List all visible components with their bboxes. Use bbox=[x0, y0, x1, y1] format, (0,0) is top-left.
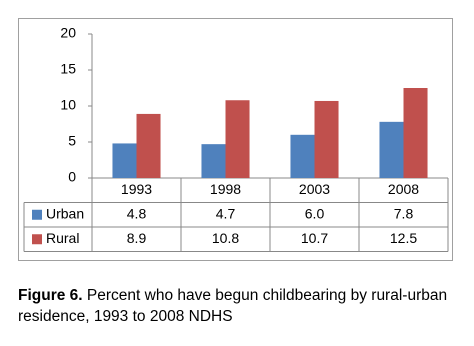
table-value: 6.0 bbox=[305, 205, 325, 221]
y-tick-label: 0 bbox=[68, 169, 76, 185]
legend-swatch bbox=[32, 234, 42, 245]
y-tick-label: 20 bbox=[60, 25, 76, 41]
x-tick-label: 1998 bbox=[210, 181, 241, 197]
table-value: 4.7 bbox=[216, 205, 236, 221]
y-tick-label: 10 bbox=[60, 97, 76, 113]
table-value: 10.8 bbox=[212, 230, 239, 246]
legend-swatch bbox=[32, 209, 42, 220]
x-tick-label: 2003 bbox=[299, 181, 330, 197]
bar bbox=[112, 143, 137, 178]
bar bbox=[314, 100, 339, 178]
caption-label: Figure 6. bbox=[18, 287, 83, 304]
x-tick-label: 2008 bbox=[388, 181, 419, 197]
legend-label: Urban bbox=[46, 205, 84, 221]
caption: Figure 6. Percent who have begun childbe… bbox=[18, 285, 463, 327]
table-value: 7.8 bbox=[394, 205, 414, 221]
x-tick-label: 1993 bbox=[121, 181, 152, 197]
table-value: 4.8 bbox=[127, 205, 147, 221]
bar bbox=[403, 88, 428, 178]
chart: 0 5 10 15 20 1993 1998 2003 2008 Urban 4.8 4.7 6.0 7.… bbox=[18, 18, 453, 261]
legend-label: Rural bbox=[46, 230, 79, 246]
table-value: 8.9 bbox=[127, 230, 147, 246]
bar bbox=[225, 100, 250, 178]
table-value: 12.5 bbox=[390, 230, 417, 246]
caption-text: Percent who have begun childbearing by r… bbox=[18, 287, 448, 325]
bar bbox=[136, 113, 161, 178]
y-tick-label: 15 bbox=[60, 61, 76, 77]
y-tick-label: 5 bbox=[68, 133, 76, 149]
bar bbox=[201, 144, 226, 178]
bar bbox=[290, 134, 315, 178]
bar bbox=[379, 121, 404, 178]
table-value: 10.7 bbox=[301, 230, 328, 246]
